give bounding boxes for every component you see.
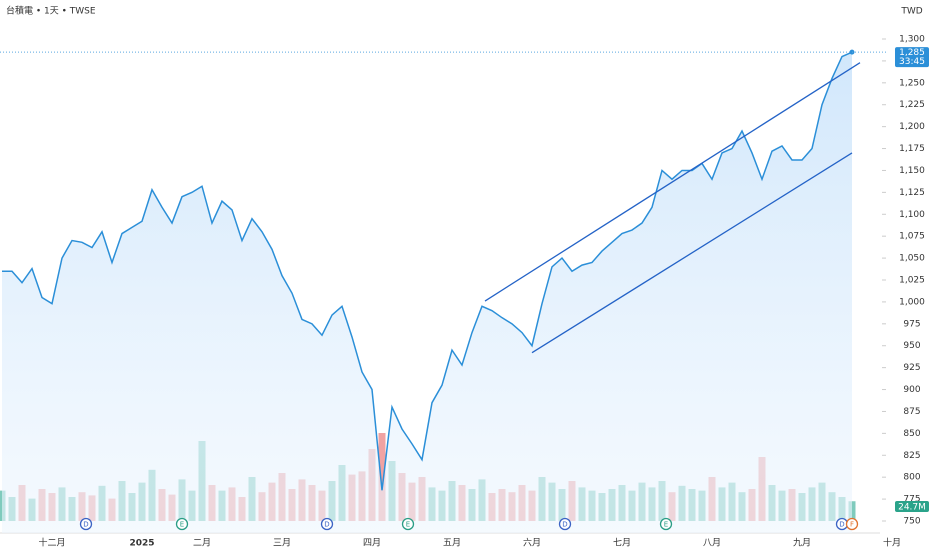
channel-line [484, 62, 861, 302]
event-marker [659, 517, 673, 531]
y-tick-label: 900 [903, 385, 920, 395]
event-label: E [180, 521, 184, 529]
event-marker [79, 517, 93, 531]
x-tick-label: 2025 [129, 539, 154, 549]
last-price-label: 1,285 [899, 48, 925, 58]
x-tick-label: 九月 [793, 538, 811, 549]
x-tick-label: 七月 [613, 538, 631, 549]
x-tick-label: 十月 [883, 537, 901, 549]
y-tick-label: 1,150 [899, 166, 925, 176]
price-area [2, 52, 852, 534]
y-tick-label: 1,300 [899, 35, 925, 45]
event-label: F [850, 521, 854, 529]
last-price-badge [895, 47, 929, 68]
y-tick-label: 1,025 [899, 276, 925, 286]
y-tick-label: 950 [903, 341, 920, 351]
y-tick-label: 825 [903, 451, 920, 461]
y-tick-label: 1,200 [899, 122, 925, 132]
x-tick-label: 五月 [443, 538, 461, 549]
y-tick-label: 1,125 [899, 188, 925, 198]
channel-line [531, 152, 853, 354]
event-marker [401, 517, 415, 531]
y-tick-label: 875 [903, 407, 920, 417]
chart-title: 台積電 • 1天 • TWSE [6, 5, 96, 17]
x-tick-label: 三月 [273, 538, 291, 549]
volume-bar [378, 433, 386, 521]
y-tick-label: 1,050 [899, 254, 925, 264]
countdown-label: 33:45 [899, 57, 925, 67]
event-label: D [562, 521, 567, 529]
x-tick-label: 八月 [703, 538, 721, 549]
x-tick-label: 六月 [523, 537, 541, 549]
event-label: D [83, 521, 88, 529]
event-marker [558, 517, 572, 531]
volume-label: 24.7M [898, 503, 926, 513]
y-tick-label: 925 [903, 363, 920, 373]
y-tick-label: 1,175 [899, 144, 925, 154]
event-marker [175, 517, 189, 531]
volume-badge [895, 501, 929, 512]
y-tick-label: 775 [903, 495, 920, 505]
y-tick-label: 750 [903, 517, 920, 527]
y-tick-label: 1,075 [899, 232, 925, 242]
x-tick-label: 十二月 [38, 537, 65, 549]
event-label: D [324, 521, 329, 529]
event-marker [845, 517, 859, 531]
y-tick-label: 975 [903, 319, 920, 329]
event-label: E [406, 521, 410, 529]
currency-label: TWD [900, 7, 922, 17]
event-label: D [839, 521, 844, 529]
x-tick-label: 四月 [363, 538, 381, 549]
y-tick-label: 800 [903, 473, 920, 483]
y-tick-label: 1,100 [899, 210, 925, 220]
y-tick-label: 1,000 [899, 297, 925, 307]
price-line [2, 51, 853, 491]
event-label: E [664, 521, 668, 529]
y-tick-label: 1,225 [899, 100, 925, 110]
y-tick-label: 1,250 [899, 78, 925, 88]
event-marker [320, 517, 334, 531]
x-tick-label: 二月 [193, 538, 211, 549]
y-tick-label: 850 [903, 429, 920, 439]
